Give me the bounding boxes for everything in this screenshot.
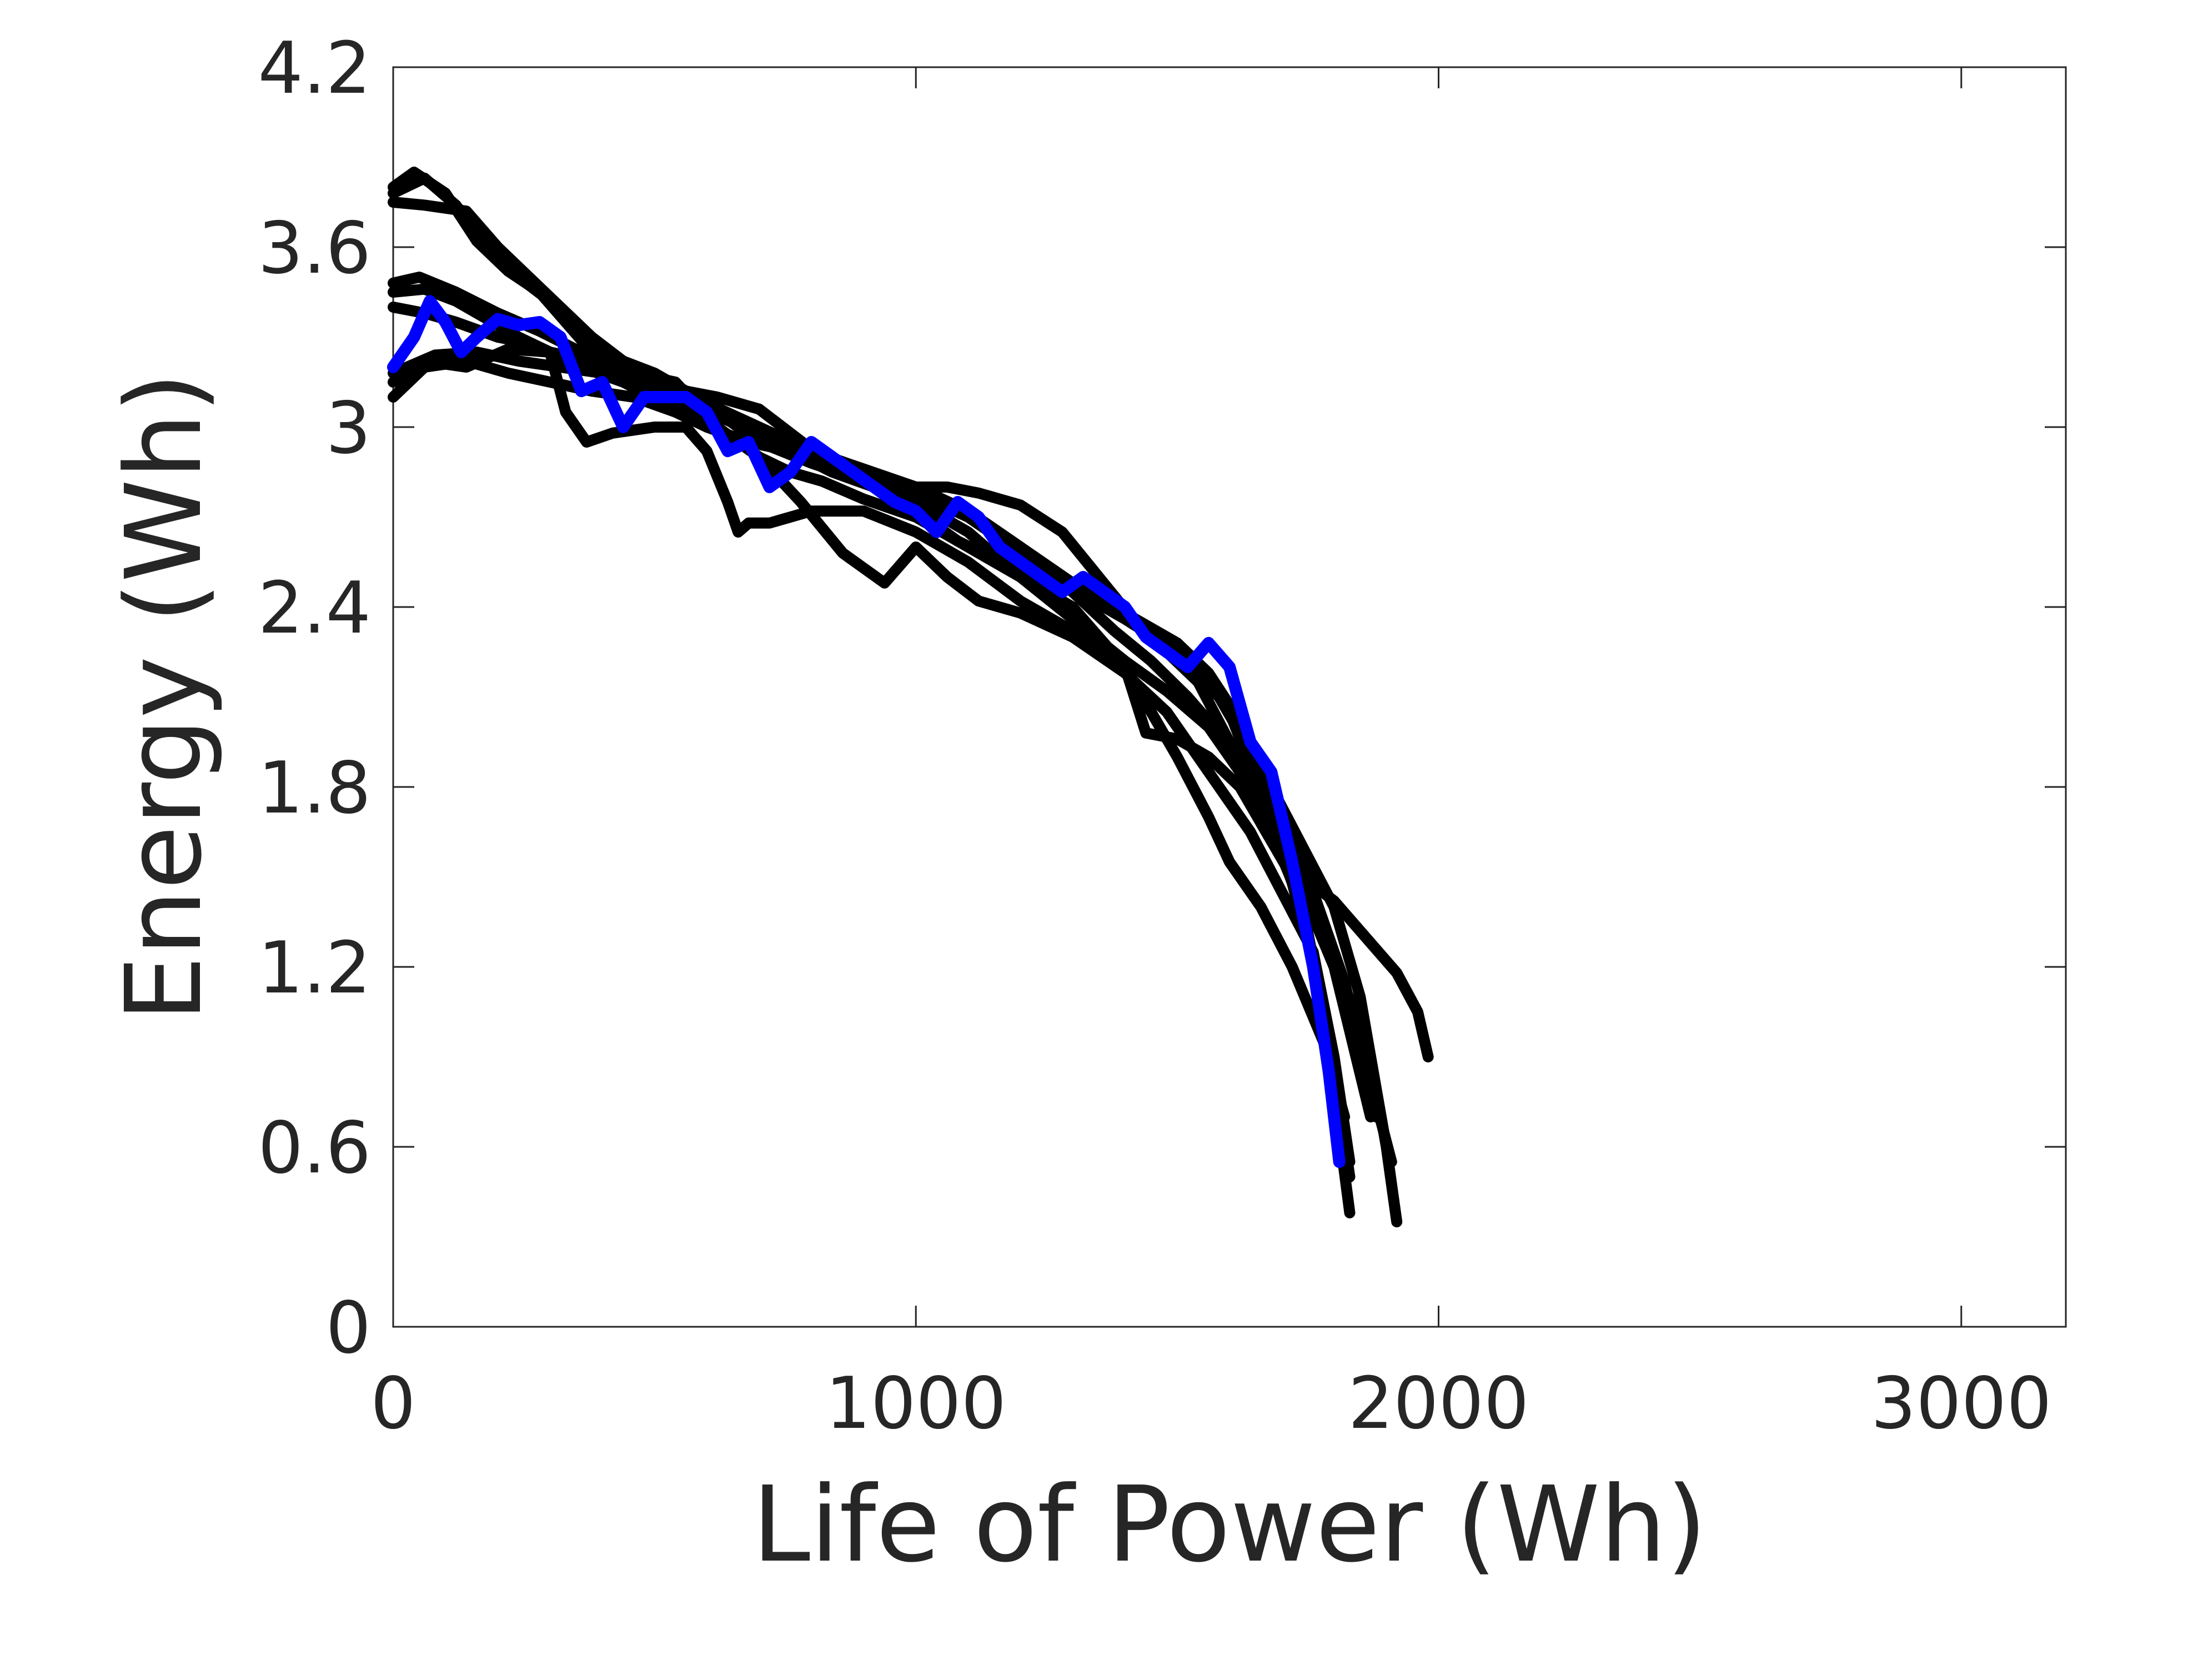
series-line-train-9: [388, 347, 1397, 1167]
x-tick-label: 1000: [825, 1362, 1006, 1445]
y-tick-label: 4.2: [258, 27, 371, 110]
y-tick-label: 1.2: [258, 927, 371, 1010]
axis-ticks: [392, 66, 2066, 1328]
y-tick-label: 0.6: [258, 1107, 371, 1190]
y-tick-label: 1.8: [258, 747, 371, 830]
series-line-train-7: [388, 343, 1356, 1167]
y-tick-label: 2.4: [258, 567, 371, 650]
series-line-train-8: [388, 355, 1434, 1062]
y-axis-title: Energy (Wh): [103, 372, 225, 1022]
series-layer: [387, 167, 1434, 1227]
x-axis-title: Life of Power (Wh): [752, 1464, 1707, 1586]
y-tick-label: 3: [326, 387, 371, 470]
y-tick-label: 3.6: [258, 207, 371, 290]
tick-labels: 0 1000 2000 3000 0 0.6 1.2 1.8 2.4 3 3.6 4.2: [258, 27, 2051, 1445]
x-tick-label: 0: [370, 1362, 415, 1445]
plot-area: [392, 66, 2067, 1328]
axes-frame: [392, 66, 2067, 1328]
x-tick-label: 3000: [1871, 1362, 2052, 1445]
series-line-test: [387, 295, 1346, 1168]
x-tick-label: 2000: [1348, 1362, 1529, 1445]
y-tick-label: 0: [326, 1287, 371, 1370]
